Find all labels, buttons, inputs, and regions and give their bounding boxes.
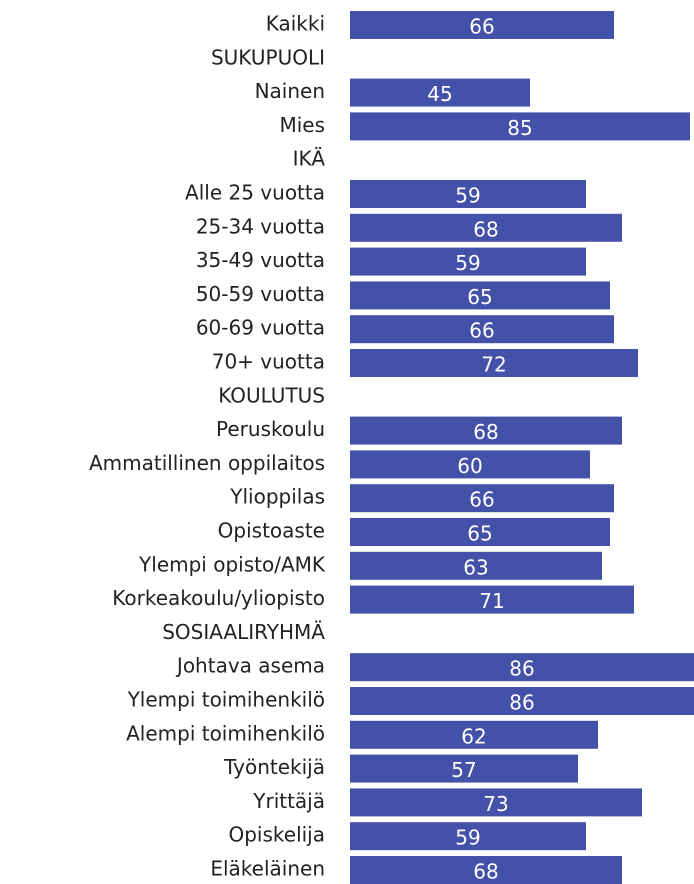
category-label: KOULUTUS (218, 383, 325, 407)
value-label: 59 (455, 826, 480, 850)
value-label: 68 (473, 860, 498, 884)
value-label: 63 (463, 555, 488, 579)
category-label: Mies (279, 113, 325, 137)
bar (350, 585, 634, 614)
category-label: Ammatillinen oppilaitos (89, 451, 325, 475)
category-label: Korkeakoulu/yliopisto (112, 586, 325, 610)
bar (350, 213, 622, 242)
value-label: 66 (469, 319, 494, 343)
bar (350, 11, 614, 39)
category-label: 60-69 vuotta (196, 316, 325, 340)
category-label: Ylempi toimihenkilö (127, 688, 325, 712)
category-label: Eläkeläinen (210, 857, 325, 881)
value-label: 57 (451, 758, 476, 782)
value-label: 65 (467, 285, 492, 309)
value-label: 86 (509, 657, 534, 681)
bar (350, 687, 694, 715)
category-label: Nainen (255, 79, 325, 103)
bar (350, 518, 610, 546)
value-label: 45 (427, 82, 452, 106)
category-label: Yrittäjä (252, 789, 325, 813)
bar (350, 78, 530, 107)
category-label: Ylioppilas (229, 485, 325, 509)
category-label: Peruskoulu (216, 417, 325, 441)
bar (350, 856, 622, 884)
category-label: 70+ vuotta (212, 350, 325, 374)
bar (350, 653, 694, 682)
value-label: 72 (481, 353, 506, 377)
bar (350, 180, 586, 208)
category-label: IKÄ (293, 147, 326, 171)
value-label: 65 (467, 522, 492, 546)
value-label: 73 (483, 792, 508, 816)
value-label: 86 (509, 691, 534, 715)
category-label: Alempi toimihenkilö (126, 721, 325, 745)
category-label: 25-34 vuotta (196, 214, 325, 238)
value-label: 66 (469, 15, 494, 39)
category-label: Opiskelija (228, 823, 325, 847)
bar (350, 450, 590, 479)
bar (350, 754, 578, 783)
value-label: 85 (507, 116, 532, 140)
value-label: 68 (473, 217, 498, 241)
bar (350, 822, 586, 851)
category-label: Ylempi opisto/AMK (138, 552, 326, 576)
value-label: 66 (469, 488, 494, 512)
bar (350, 247, 586, 276)
bar (350, 315, 614, 344)
value-label: 62 (461, 724, 486, 748)
value-label: 60 (457, 454, 482, 478)
category-label: Johtava asema (175, 654, 325, 678)
category-label: Opistoaste (218, 519, 325, 543)
bar (350, 551, 602, 580)
category-label: Alle 25 vuotta (185, 181, 325, 205)
value-label: 59 (455, 184, 480, 208)
category-label: SOSIAALIRYHMÄ (162, 620, 325, 644)
bar (350, 720, 598, 749)
bar (350, 416, 622, 445)
bar (350, 349, 638, 377)
bar (350, 788, 642, 817)
value-label: 68 (473, 420, 498, 444)
bar (350, 281, 610, 310)
bar (350, 484, 614, 513)
value-label: 71 (479, 589, 504, 613)
category-label: Työntekijä (223, 755, 325, 779)
bar (350, 112, 690, 141)
category-label: 50-59 vuotta (196, 282, 325, 306)
category-label: Kaikki (266, 12, 325, 36)
category-label: 35-49 vuotta (196, 248, 325, 272)
category-label: SUKUPUOLI (211, 45, 325, 69)
value-label: 59 (455, 251, 480, 275)
